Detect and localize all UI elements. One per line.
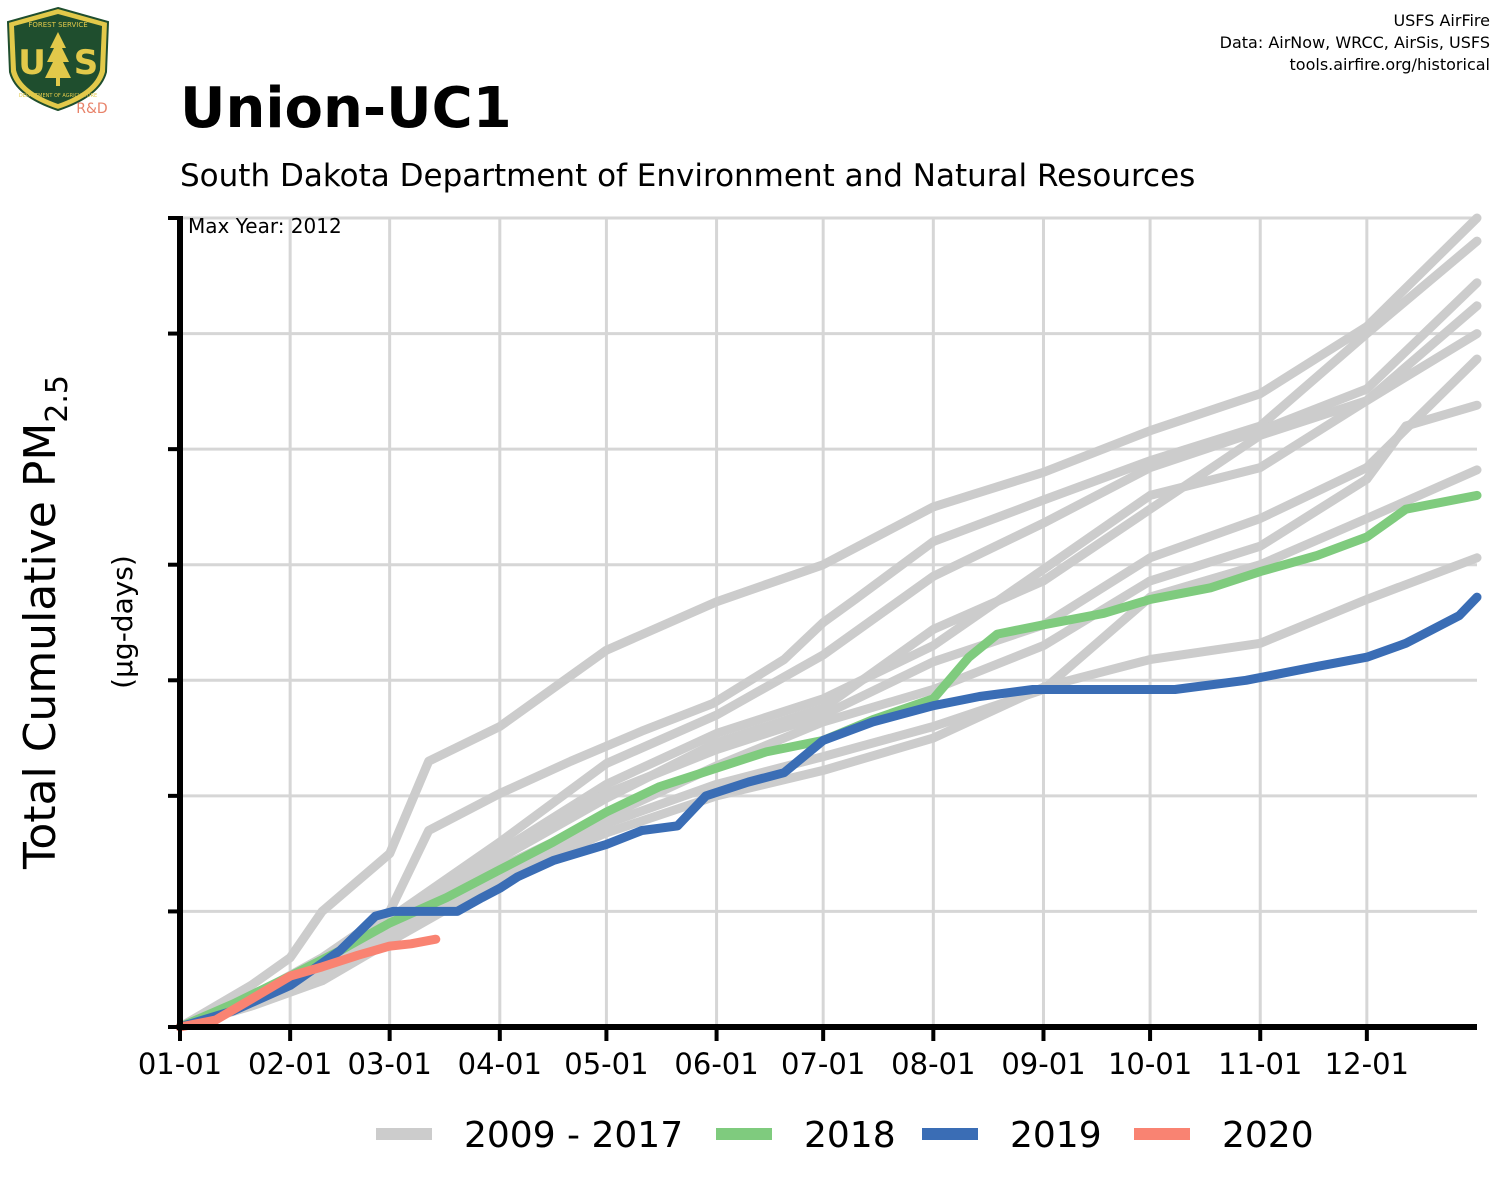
y-axis-label-subscript: 2.5 [40,375,75,423]
series-line-2020 [175,934,441,1032]
logo-letter-s: S [74,43,99,83]
legend-item: 2019 [922,1115,1102,1156]
x-tick-label: 07-01 [781,1047,865,1081]
pine-tree-icon [45,32,71,86]
credit-line-2: Data: AirNow, WRCC, AirSis, USFS [1220,33,1490,52]
legend-item: 2020 [1134,1115,1314,1156]
legend-item: 2009 - 2017 [376,1115,683,1156]
x-tick-labels: 01-01 02-01 03-01 04-01 05-01 06-01 07-01 08-01… [138,1047,1409,1081]
series-line-2009-2017 [175,465,1482,1032]
x-tick-label: 10-01 [1108,1047,1192,1081]
logo-org-text: FOREST SERVICE [28,21,87,29]
logo-rd-label: R&D [76,101,107,117]
x-tick-label: 05-01 [564,1047,648,1081]
legend-label: 2009 - 2017 [464,1115,683,1156]
series-lines [175,213,1482,1032]
usfs-logo: FOREST SERVICE U S DEPARTMENT OF AGRICUL… [6,6,110,117]
y-axis-label: Total Cumulative PM2.5 [15,375,75,870]
legend-item: 2018 [716,1115,896,1156]
x-tick-label: 03-01 [348,1047,432,1081]
x-tick-label: 01-01 [138,1047,222,1081]
chart-title: Union-UC1 [180,76,512,141]
credit-line-3: tools.airfire.org/historical [1290,55,1490,74]
y-axis-units: (µg-days) [106,555,139,689]
legend: 2009 - 2017 2018 2019 2020 [376,1115,1314,1156]
x-tick-label: 04-01 [458,1047,542,1081]
legend-label: 2018 [804,1115,896,1156]
legend-label: 2019 [1010,1115,1102,1156]
chart-subtitle: South Dakota Department of Environment a… [180,158,1195,194]
x-tick-label: 09-01 [1001,1047,1085,1081]
credit-line-1: USFS AirFire [1393,11,1490,30]
series-line-2019 [175,592,1482,1032]
x-tick-label: 11-01 [1218,1047,1302,1081]
logo-letter-u: U [18,43,46,83]
axes [168,216,1477,1041]
max-year-annotation: Max Year: 2012 [188,214,342,238]
x-tick-label: 08-01 [891,1047,975,1081]
x-tick-label: 12-01 [1325,1047,1409,1081]
series-line-2009-2017 [175,213,1482,1032]
x-tick-label: 06-01 [674,1047,758,1081]
logo-dept-text: DEPARTMENT OF AGRICULTURE [19,93,97,99]
series-line-2009-2017 [175,553,1482,1032]
x-tick-label: 02-01 [248,1047,332,1081]
y-axis-label-main: Total Cumulative PM [15,423,66,870]
legend-label: 2020 [1222,1115,1314,1156]
